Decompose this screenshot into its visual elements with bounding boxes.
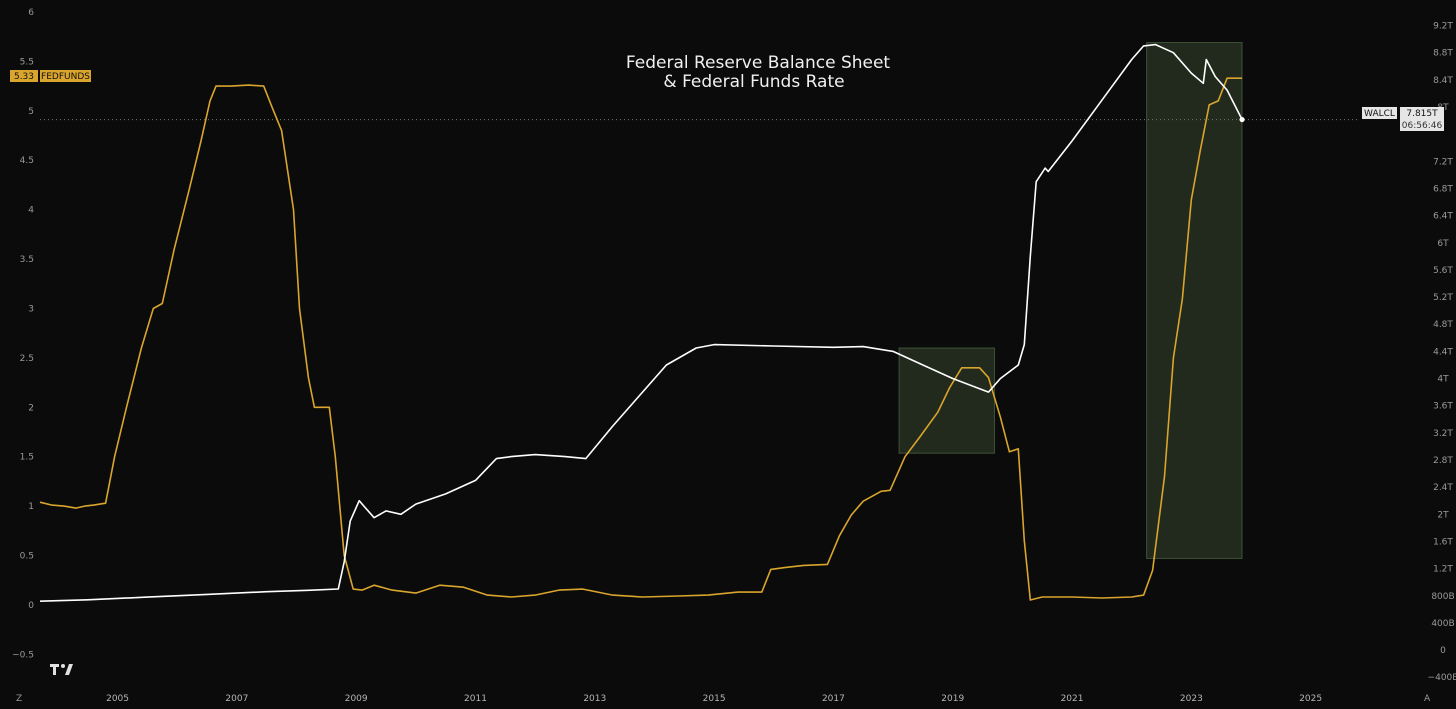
right-tick-label: 4T <box>1437 375 1449 385</box>
right-tick-label: 400B <box>1431 619 1454 629</box>
x-tick-label: 2019 <box>941 694 964 704</box>
x-tick-label: 2013 <box>583 694 606 704</box>
walcl-countdown: 06:56:46 <box>1402 121 1443 131</box>
x-tick-label: 2009 <box>345 694 368 704</box>
right-tick-label: 800B <box>1431 592 1454 602</box>
left-tick-label: 6 <box>28 8 34 18</box>
left-axis: −0.5 0 0.5 1 1.5 2 2.5 3 3.5 4 4.5 5 5.5 6 <box>12 8 34 660</box>
fedfunds-last-value: 5.33 <box>14 72 34 82</box>
right-tick-label: 2T <box>1437 510 1449 520</box>
x-tick-label: 2007 <box>225 694 248 704</box>
series-layer <box>39 43 1245 602</box>
walcl-tag[interactable]: WALCL 7.815T 06:56:46 <box>1362 107 1444 131</box>
right-tick-label: 5.6T <box>1433 266 1453 276</box>
tradingview-logo-icon[interactable] <box>50 664 73 675</box>
right-tick-label: 7.2T <box>1433 157 1453 167</box>
right-tick-label: 6.4T <box>1433 212 1453 222</box>
highlight-region-0 <box>898 347 995 454</box>
left-tick-label: 2 <box>28 403 34 413</box>
walcl-series-name: WALCL <box>1364 109 1395 119</box>
walcl-name-box <box>1362 107 1397 119</box>
x-tick-label: 2023 <box>1180 694 1203 704</box>
right-tick-label: 6.8T <box>1433 184 1453 194</box>
series-line-walcl[interactable] <box>39 43 1243 602</box>
x-tick-label: 2017 <box>822 694 845 704</box>
right-tick-label: 3.6T <box>1433 402 1453 412</box>
right-tick-label: −400B <box>1428 673 1456 683</box>
left-tick-label: 5 <box>28 107 34 117</box>
left-tick-label: 3 <box>28 304 34 314</box>
x-tick-label: 2021 <box>1061 694 1084 704</box>
left-tick-label: 2.5 <box>20 354 34 364</box>
left-tick-label: 5.5 <box>20 57 34 67</box>
right-tick-label: 1.6T <box>1433 537 1453 547</box>
fedfunds-tag[interactable]: 5.33 FEDFUNDS <box>10 70 91 82</box>
right-tick-label: 6T <box>1437 239 1449 249</box>
right-tick-label: 4.4T <box>1433 347 1453 357</box>
right-tick-label: 2.4T <box>1433 483 1453 493</box>
right-tick-label: 5.2T <box>1433 293 1453 303</box>
chart-title-line-1: Federal Reserve Balance Sheet <box>626 53 891 73</box>
walcl-value-box <box>1400 107 1444 131</box>
left-tick-label: 0.5 <box>20 552 34 562</box>
left-tick-label: 4.5 <box>20 156 34 166</box>
right-tick-label: 1.2T <box>1433 565 1453 575</box>
right-tick-label: 4.8T <box>1433 320 1453 330</box>
right-tick-label: 2.8T <box>1433 456 1453 466</box>
right-tick-label: 9.2T <box>1433 22 1453 32</box>
series-line-fedfunds[interactable] <box>39 77 1243 601</box>
fedfunds-series-name: FEDFUNDS <box>41 72 90 82</box>
chart-title-line-2: & Federal Funds Rate <box>663 72 844 92</box>
left-tick-label: 1 <box>28 502 34 512</box>
left-axis-corner-label: Z <box>16 694 22 704</box>
fedfunds-value-box <box>10 70 38 82</box>
x-tick-label: 2025 <box>1299 694 1322 704</box>
walcl-last-value: 7.815T <box>1406 109 1438 119</box>
right-tick-label: 8.4T <box>1433 76 1453 86</box>
fedfunds-name-box <box>40 70 91 82</box>
highlight-regions <box>898 42 1243 559</box>
left-tick-label: 3.5 <box>20 255 34 265</box>
right-axis-corner-label: A <box>1424 694 1431 704</box>
right-tick-label: 3.2T <box>1433 429 1453 439</box>
walcl-last-point <box>1239 116 1245 123</box>
left-tick-label: 0 <box>28 601 34 611</box>
highlight-region-1 <box>1146 42 1243 559</box>
x-tick-label: 2015 <box>703 694 726 704</box>
right-tick-label: 8.8T <box>1433 49 1453 59</box>
left-tick-label: 4 <box>28 206 34 216</box>
x-axis: 2005 2007 2009 2011 2013 2015 2017 2019 2021 2023… <box>106 694 1322 704</box>
left-tick-label: −0.5 <box>12 650 34 660</box>
right-tick-label: 0 <box>1440 646 1446 656</box>
left-tick-label: 1.5 <box>20 453 34 463</box>
x-tick-label: 2011 <box>464 694 487 704</box>
x-tick-label: 2005 <box>106 694 129 704</box>
